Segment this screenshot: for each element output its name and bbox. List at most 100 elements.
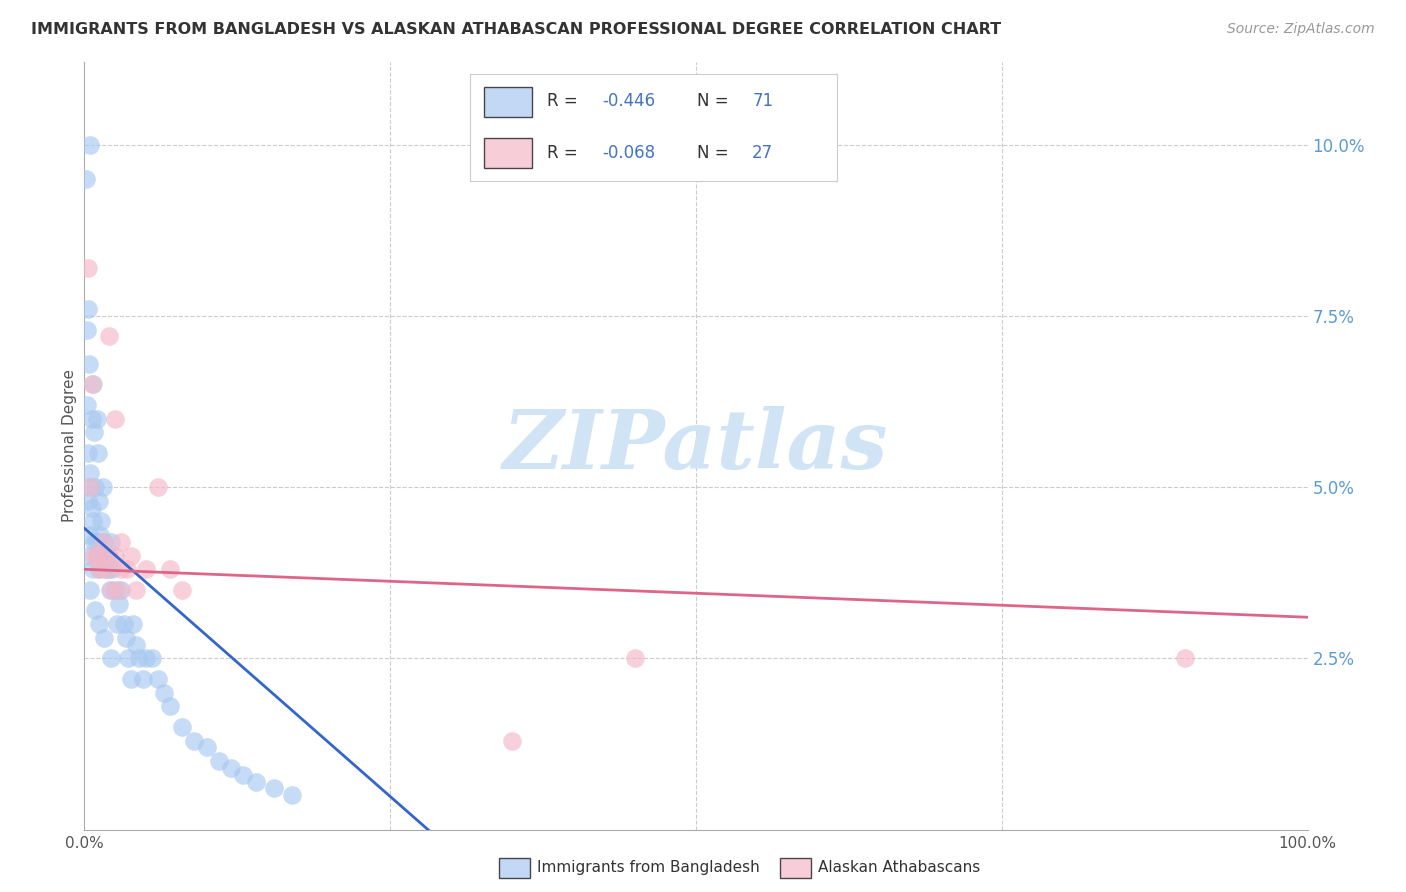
Point (219, 761, 242, 775)
Text: Immigrants from Bangladesh: Immigrants from Bangladesh (537, 860, 759, 874)
Point (91, 549, 114, 563)
Text: Alaskan Athabascans: Alaskan Athabascans (818, 860, 980, 874)
Point (86, 549, 108, 563)
Point (79, 528, 101, 542)
Text: ZIPatlas: ZIPatlas (503, 406, 889, 486)
Point (84, 603, 107, 617)
Point (120, 672, 142, 686)
Point (153, 685, 176, 699)
Point (80, 500, 103, 515)
Text: Source: ZipAtlas.com: Source: ZipAtlas.com (1227, 22, 1375, 37)
Point (110, 582, 132, 597)
Point (97, 549, 120, 563)
Point (120, 549, 142, 563)
Point (128, 651, 150, 665)
Point (195, 740, 218, 755)
Point (77, 549, 100, 563)
Point (159, 699, 181, 714)
Point (281, 789, 304, 803)
Point (132, 672, 155, 686)
Point (96, 549, 118, 563)
Point (87, 493, 110, 508)
Point (77, 446, 100, 460)
Point (84, 480, 107, 494)
Point (97, 549, 120, 563)
Point (245, 774, 267, 789)
Point (76, 398, 98, 412)
Point (82, 562, 104, 576)
Point (97, 329, 120, 343)
Point (135, 651, 157, 665)
Point (87, 562, 110, 576)
Point (100, 582, 122, 597)
Point (77, 357, 100, 371)
Point (172, 582, 194, 597)
Point (101, 562, 124, 576)
Point (172, 720, 194, 734)
Point (91, 534, 114, 549)
Point (83, 425, 105, 440)
Point (83, 549, 105, 563)
Point (624, 651, 647, 665)
Point (79, 582, 101, 597)
Point (93, 534, 115, 549)
Point (80, 377, 103, 392)
Point (122, 617, 145, 632)
Point (97, 562, 120, 576)
Point (110, 534, 132, 549)
Point (146, 480, 169, 494)
Point (125, 638, 148, 652)
Point (90, 514, 112, 528)
Point (82, 514, 104, 528)
Point (94, 562, 117, 576)
Point (117, 651, 139, 665)
Point (77, 260, 100, 275)
Y-axis label: Professional Degree: Professional Degree (62, 369, 77, 523)
Point (82, 377, 104, 392)
Point (125, 582, 148, 597)
Point (115, 631, 138, 645)
Point (141, 651, 163, 665)
Point (183, 733, 205, 747)
Point (112, 617, 135, 632)
Point (115, 562, 138, 576)
Point (93, 631, 115, 645)
Point (80, 411, 103, 425)
Point (208, 754, 231, 768)
Point (159, 562, 181, 576)
Point (75, 172, 97, 186)
Point (502, 733, 524, 747)
Point (79, 467, 101, 481)
Point (87, 617, 110, 632)
Text: IMMIGRANTS FROM BANGLADESH VS ALASKAN ATHABASCAN PROFESSIONAL DEGREE CORRELATION: IMMIGRANTS FROM BANGLADESH VS ALASKAN AT… (31, 22, 1001, 37)
Point (79, 137, 101, 152)
Point (263, 781, 285, 796)
Point (89, 528, 111, 542)
Point (83, 534, 105, 549)
Point (232, 768, 254, 782)
Point (91, 480, 114, 494)
Point (86, 534, 108, 549)
Point (79, 480, 101, 494)
Point (77, 301, 100, 316)
Point (77, 493, 100, 508)
Point (96, 562, 118, 576)
Point (76, 322, 98, 336)
Point (87, 562, 110, 576)
Point (77, 480, 100, 494)
Point (1174, 651, 1197, 665)
Point (135, 562, 157, 576)
Point (86, 411, 108, 425)
Point (107, 597, 129, 611)
Point (100, 534, 122, 549)
Text: 100.0%: 100.0% (1278, 836, 1337, 851)
Point (104, 411, 127, 425)
Point (104, 549, 127, 563)
Point (87, 549, 110, 563)
Text: 0.0%: 0.0% (65, 836, 104, 851)
Point (105, 617, 128, 632)
Point (107, 582, 129, 597)
Point (87, 446, 110, 460)
Point (146, 672, 169, 686)
Point (100, 651, 122, 665)
